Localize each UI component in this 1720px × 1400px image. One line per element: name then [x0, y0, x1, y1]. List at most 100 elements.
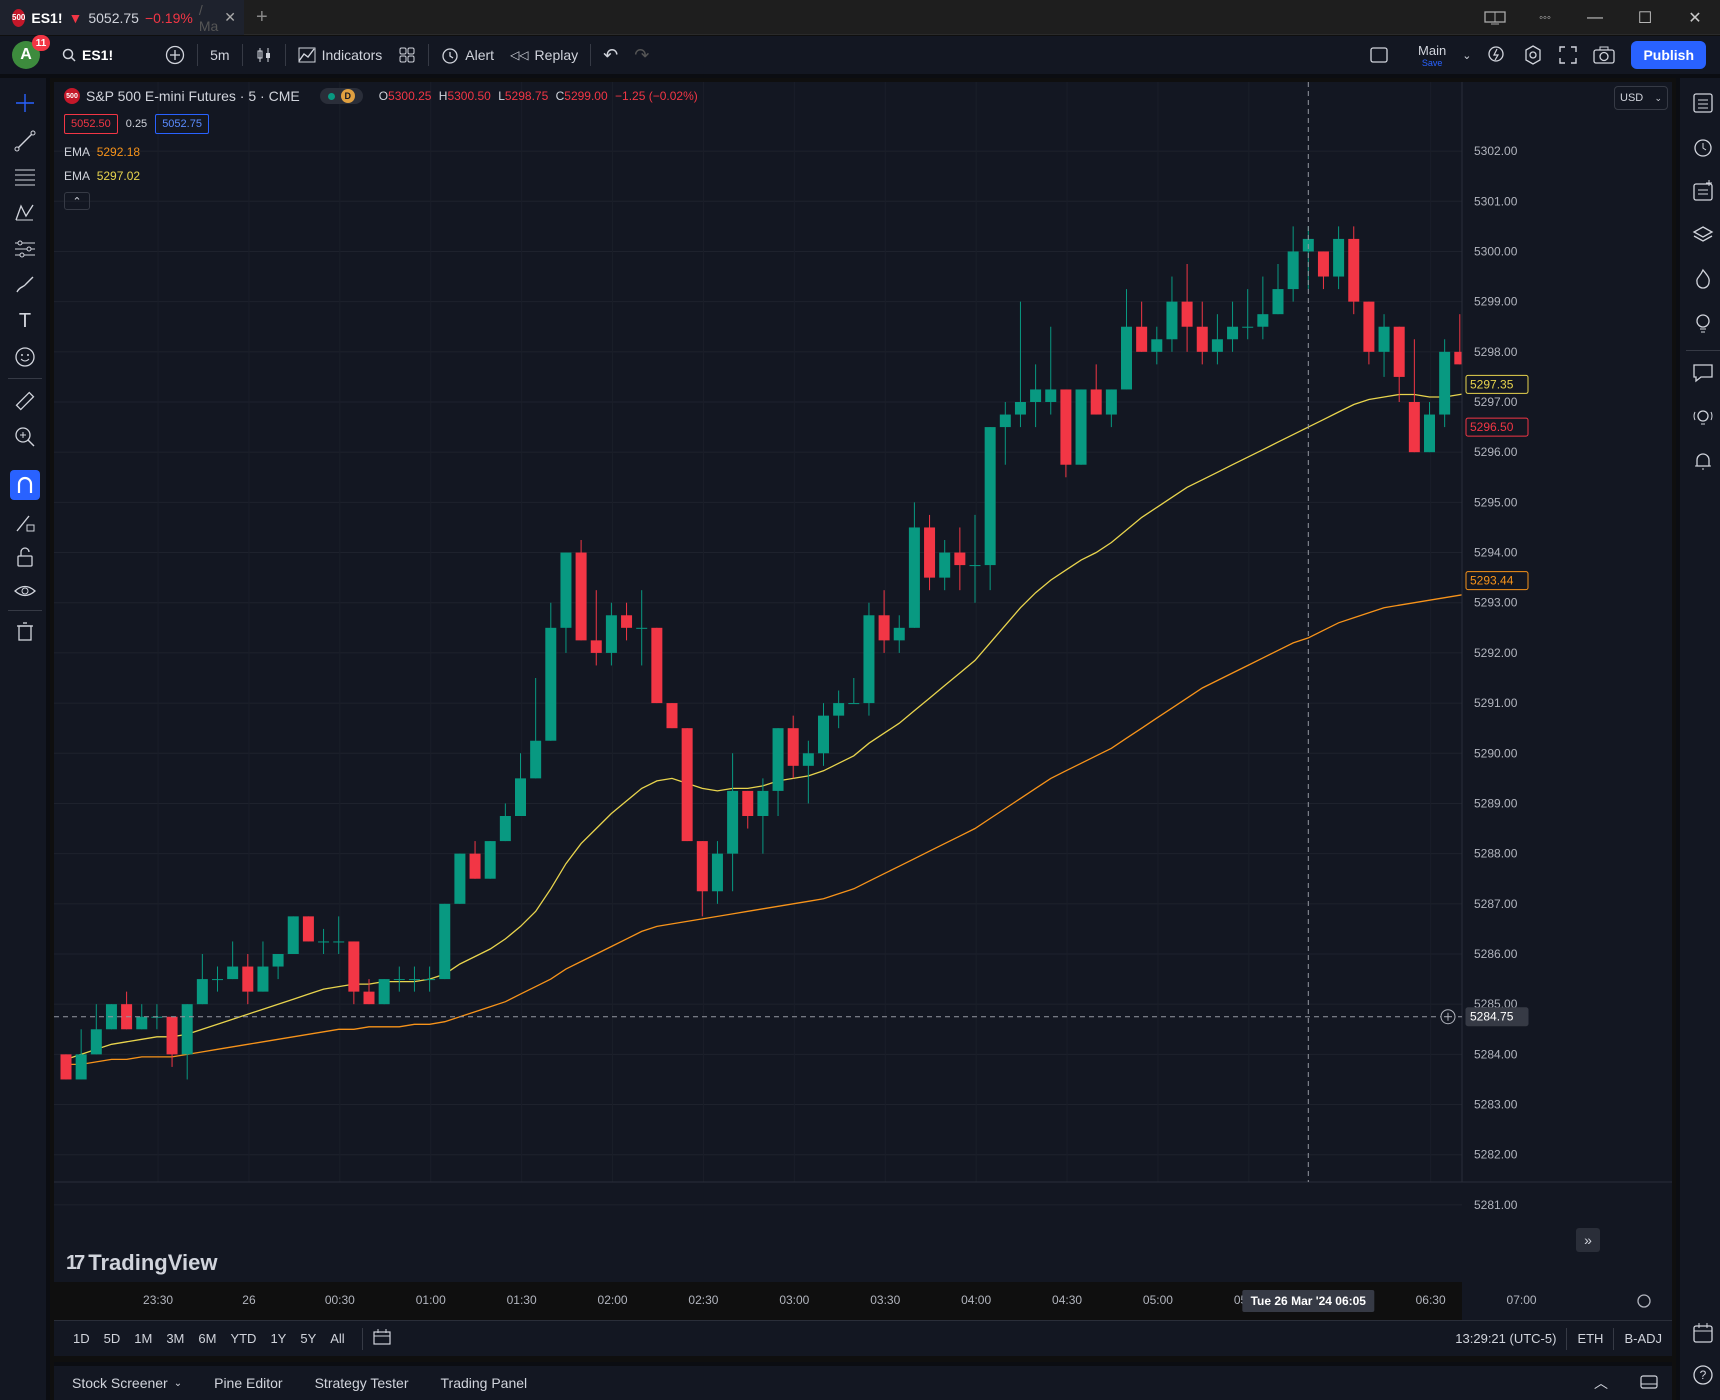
interval-label: 5m [210, 47, 230, 63]
interval-button[interactable]: 5m [202, 34, 237, 76]
layout-menu-button[interactable]: ⌄ [1454, 34, 1479, 76]
maximize-panel-button[interactable] [1640, 1374, 1658, 1392]
range-button-all[interactable]: All [330, 1331, 345, 1346]
candlestick-chart[interactable]: 5302.00 5301.00 5300.00 5299.00 5298.00 5297.… [54, 82, 1672, 1320]
lock-drawing-tool[interactable] [10, 508, 40, 538]
settings-button[interactable] [1515, 34, 1551, 76]
chart-pane[interactable]: 5302.00 5301.00 5300.00 5299.00 5298.00 5297.… [54, 82, 1672, 1320]
status-dot-icon [327, 92, 335, 100]
sliders-icon [15, 240, 35, 258]
close-tab-icon[interactable]: ✕ [224, 9, 237, 25]
range-button-5d[interactable]: 5D [103, 1331, 121, 1346]
market-status-badge[interactable]: D [319, 88, 363, 104]
layout-monitor-icon[interactable] [1470, 0, 1520, 35]
quick-search-button[interactable] [1479, 34, 1515, 76]
tab-stock-screener[interactable]: Stock Screener ⌄ [72, 1375, 183, 1391]
prediction-tool[interactable] [10, 234, 40, 264]
ideas-button[interactable] [1688, 308, 1718, 338]
session-toggle[interactable]: ETH [1577, 1331, 1604, 1346]
spread-value: 0.25 [125, 118, 148, 130]
delayed-flag: D [340, 89, 355, 103]
more-options-icon[interactable]: ◦◦◦ [1539, 11, 1551, 24]
candle-body [378, 979, 390, 1005]
help-button[interactable]: ? [1688, 1360, 1718, 1390]
fullscreen-button[interactable] [1551, 34, 1585, 76]
layout-toggle-button[interactable] [1362, 34, 1396, 76]
undo-button[interactable]: ↶ [595, 34, 626, 76]
emoji-tool[interactable] [10, 342, 40, 372]
text-tool[interactable]: T [10, 306, 40, 336]
notifications-button[interactable] [1688, 446, 1718, 476]
time-tick-label: 04:00 [961, 1293, 991, 1307]
chart-tab[interactable]: 500 ES1! ▼ 5052.75 −0.19% / Ma ✕ [0, 0, 244, 35]
user-avatar[interactable]: A 11 [12, 35, 50, 69]
layout-save-button[interactable]: Main Save [1410, 34, 1454, 76]
chart-type-button[interactable] [247, 34, 281, 76]
scroll-to-realtime-button[interactable]: » [1576, 1228, 1600, 1252]
tab-strategy-tester[interactable]: Strategy Tester [314, 1375, 409, 1391]
adjustment-toggle[interactable]: B-ADJ [1624, 1331, 1662, 1346]
range-button-1d[interactable]: 1D [73, 1331, 90, 1346]
hotlists-button[interactable] [1688, 264, 1718, 294]
layers-button[interactable] [1688, 220, 1718, 250]
zoom-tool[interactable] [10, 422, 40, 452]
hide-drawings-tool[interactable] [10, 576, 40, 606]
es-logo-icon: 500 [12, 8, 26, 27]
ema-legend-2[interactable]: EMA 5297.02 [64, 169, 141, 183]
range-button-1y[interactable]: 1Y [270, 1331, 287, 1346]
magnet-tool[interactable] [10, 470, 40, 500]
range-button-3m[interactable]: 3M [166, 1331, 185, 1346]
candle-body [1378, 326, 1390, 352]
ema-legend-1[interactable]: EMA 5292.18 [64, 145, 141, 159]
price-tick-label: 5281.00 [1474, 1198, 1518, 1212]
redo-button[interactable]: ↷ [626, 34, 657, 76]
replay-button[interactable]: ◁◁ Replay [502, 34, 586, 76]
candle-body [1030, 389, 1042, 402]
goto-date-button[interactable] [373, 1329, 391, 1348]
watchlist-button[interactable] [1688, 88, 1718, 118]
alert-button[interactable]: Alert [433, 34, 502, 76]
ask-button[interactable]: 5052.75 [155, 114, 209, 134]
collapse-panel-button[interactable]: ︿ [1594, 1373, 1608, 1393]
compare-button[interactable] [157, 34, 193, 76]
clock-display[interactable]: 13:29:21 (UTC-5) [1455, 1331, 1557, 1346]
range-button-6m[interactable]: 6M [198, 1331, 217, 1346]
brush-tool[interactable] [10, 270, 40, 300]
tab-pine-editor[interactable]: Pine Editor [214, 1375, 283, 1391]
chats-button[interactable] [1688, 358, 1718, 388]
lock-all-tool[interactable] [10, 542, 40, 572]
bid-button[interactable]: 5052.50 [64, 114, 118, 134]
symbol-search-button[interactable]: ES1! [54, 34, 121, 76]
snapshot-button[interactable] [1585, 34, 1623, 76]
candle-body [1242, 326, 1254, 328]
calendar-button[interactable] [1688, 1318, 1718, 1348]
tab-trading-panel[interactable]: Trading Panel [440, 1375, 528, 1391]
templates-button[interactable] [390, 34, 424, 76]
candle-body [1060, 389, 1072, 465]
crosshair-tool[interactable] [10, 88, 40, 118]
remove-drawings-tool[interactable] [10, 616, 40, 646]
trend-line-tool[interactable] [10, 126, 40, 156]
indicators-button[interactable]: Indicators [290, 34, 391, 76]
chart-legend[interactable]: 500 S&P 500 E-mini Futures · 5 · CME D O… [64, 88, 698, 104]
chevron-up-icon: ︿ [1594, 1375, 1608, 1391]
details-button[interactable] [1688, 176, 1718, 206]
range-button-1m[interactable]: 1M [134, 1331, 153, 1346]
candle-body [696, 841, 708, 892]
range-button-ytd[interactable]: YTD [230, 1331, 257, 1346]
measure-tool[interactable] [10, 386, 40, 416]
publish-button[interactable]: Publish [1631, 41, 1706, 69]
range-button-5y[interactable]: 5Y [300, 1331, 317, 1346]
close-window-button[interactable]: ✕ [1688, 9, 1702, 27]
time-tick-label: 26 [242, 1293, 256, 1307]
pattern-tool[interactable] [10, 198, 40, 228]
minimize-button[interactable]: — [1587, 8, 1603, 26]
collapse-legend-button[interactable]: ⌃ [64, 192, 90, 210]
candle-body [1287, 251, 1299, 290]
maximize-button[interactable]: ☐ [1637, 9, 1653, 27]
currency-select[interactable]: USD ⌄ [1614, 86, 1668, 110]
alerts-panel-button[interactable] [1688, 132, 1718, 162]
fib-tool[interactable] [10, 162, 40, 192]
new-tab-button[interactable]: + [256, 6, 268, 28]
tips-button[interactable] [1688, 402, 1718, 432]
